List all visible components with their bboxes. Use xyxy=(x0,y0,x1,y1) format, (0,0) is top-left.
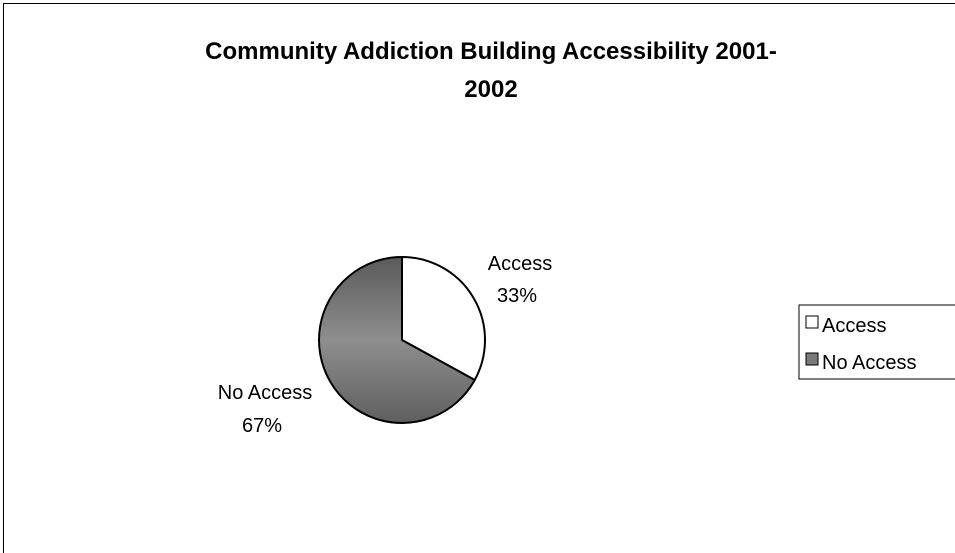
pie-slices xyxy=(318,256,486,424)
slice-label-access-value: 33% xyxy=(497,285,537,307)
slice-label-no-access-name: No Access xyxy=(218,382,312,404)
legend-swatch-access xyxy=(805,315,819,329)
chart-title-line1: Community Addiction Building Accessibili… xyxy=(205,38,777,65)
pie-slice-no-access xyxy=(318,256,476,424)
chart-title-line2: 2002 xyxy=(464,76,517,103)
pie-slice-access xyxy=(401,256,486,381)
slice-label-access-name: Access xyxy=(488,253,552,275)
legend-box xyxy=(798,304,955,380)
legend: Access No Access xyxy=(798,304,955,380)
slice-label-no-access-value: 67% xyxy=(242,415,282,437)
legend-label-access: Access xyxy=(822,315,886,337)
chart-frame xyxy=(3,3,955,553)
legend-swatch-no-access xyxy=(805,352,819,366)
legend-label-no-access: No Access xyxy=(822,352,916,374)
